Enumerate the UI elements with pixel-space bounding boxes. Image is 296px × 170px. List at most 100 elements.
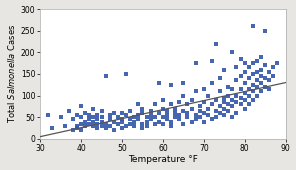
Point: [124, 73, 128, 75]
X-axis label: Temperature °F: Temperature °F: [128, 155, 198, 164]
Point: [91, 116, 96, 118]
Point: [120, 127, 124, 129]
Point: [250, 90, 255, 93]
Point: [226, 103, 231, 106]
Point: [246, 103, 251, 106]
Point: [156, 81, 161, 84]
Point: [189, 120, 194, 123]
Point: [177, 114, 182, 116]
Point: [193, 90, 198, 93]
Point: [185, 116, 190, 118]
Point: [107, 124, 112, 127]
Point: [181, 122, 186, 125]
Point: [230, 88, 235, 90]
Point: [246, 88, 251, 90]
Point: [99, 120, 104, 123]
Point: [120, 118, 124, 121]
Point: [238, 57, 243, 60]
Point: [230, 99, 235, 101]
Point: [234, 79, 239, 82]
Point: [148, 118, 153, 121]
Point: [91, 124, 96, 127]
Point: [246, 66, 251, 69]
Point: [140, 122, 145, 125]
Point: [160, 99, 165, 101]
Point: [193, 62, 198, 64]
Point: [50, 127, 55, 129]
Point: [210, 60, 214, 62]
Point: [144, 124, 149, 127]
Point: [165, 109, 169, 112]
Point: [107, 114, 112, 116]
Point: [267, 79, 272, 82]
Point: [169, 124, 173, 127]
Point: [214, 99, 218, 101]
Point: [210, 118, 214, 121]
Point: [263, 29, 268, 32]
Point: [148, 109, 153, 112]
Point: [181, 81, 186, 84]
Point: [259, 68, 263, 71]
Point: [156, 112, 161, 114]
Point: [271, 75, 276, 78]
Point: [275, 62, 280, 64]
Point: [169, 83, 173, 86]
Point: [99, 124, 104, 127]
Point: [75, 124, 79, 127]
Point: [160, 116, 165, 118]
Point: [218, 112, 223, 114]
Point: [230, 116, 235, 118]
Point: [124, 114, 128, 116]
Point: [173, 107, 178, 110]
Point: [263, 64, 268, 67]
Point: [115, 116, 120, 118]
Point: [222, 68, 227, 71]
Point: [185, 112, 190, 114]
Point: [210, 103, 214, 106]
Point: [160, 122, 165, 125]
Point: [79, 116, 83, 118]
Point: [242, 81, 247, 84]
Point: [140, 107, 145, 110]
Point: [99, 116, 104, 118]
Point: [132, 120, 137, 123]
Point: [255, 86, 259, 88]
Point: [107, 118, 112, 121]
Point: [238, 103, 243, 106]
Point: [91, 107, 96, 110]
Point: [205, 107, 210, 110]
Point: [169, 120, 173, 123]
Point: [67, 109, 71, 112]
Point: [83, 112, 88, 114]
Point: [259, 90, 263, 93]
Point: [95, 127, 100, 129]
Point: [250, 73, 255, 75]
Point: [271, 66, 276, 69]
Point: [144, 120, 149, 123]
Point: [132, 124, 137, 127]
Point: [226, 94, 231, 97]
Point: [197, 105, 202, 108]
Point: [181, 109, 186, 112]
Point: [70, 118, 75, 121]
Point: [103, 122, 108, 125]
Point: [218, 90, 223, 93]
Point: [234, 66, 239, 69]
Point: [115, 122, 120, 125]
Point: [250, 62, 255, 64]
Point: [189, 99, 194, 101]
Point: [210, 81, 214, 84]
Point: [46, 114, 51, 116]
Point: [103, 75, 108, 78]
Point: [128, 118, 133, 121]
Point: [83, 124, 88, 127]
Point: [242, 107, 247, 110]
Point: [218, 105, 223, 108]
Point: [230, 51, 235, 54]
Point: [152, 122, 157, 125]
Point: [259, 55, 263, 58]
Point: [263, 86, 268, 88]
Point: [246, 94, 251, 97]
Point: [226, 86, 231, 88]
Point: [136, 118, 141, 121]
